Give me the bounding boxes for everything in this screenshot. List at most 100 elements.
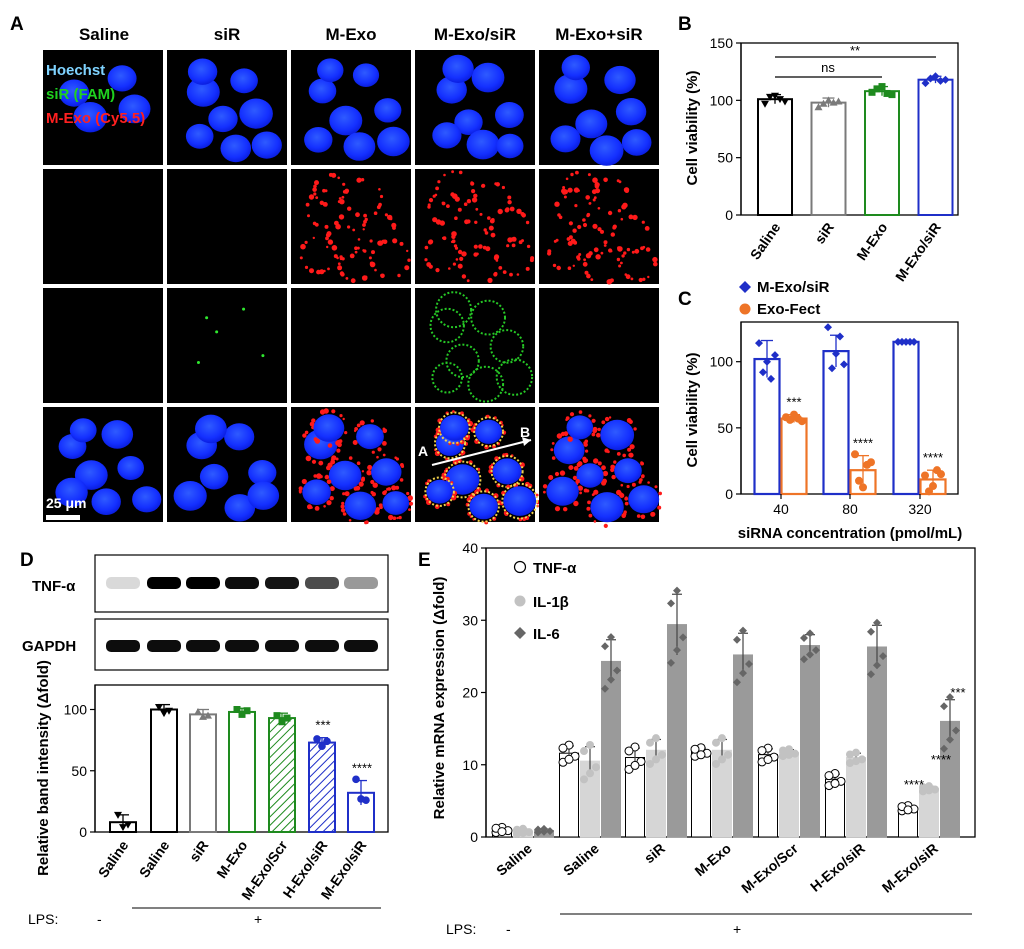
red-exosome-dot	[363, 213, 367, 218]
red-exosome-dot	[379, 194, 384, 199]
hoechst-nucleus	[442, 54, 474, 83]
red-exosome-dot	[389, 217, 393, 221]
chart-c-ytick-label: 100	[710, 354, 734, 370]
red-exosome-dot	[618, 180, 622, 184]
red-exosome-dot	[577, 461, 583, 467]
red-exosome-dot	[617, 209, 622, 213]
red-exosome-dot	[406, 249, 409, 253]
micro-tile-r4-c2	[167, 407, 287, 522]
red-exosome-dot	[400, 463, 404, 467]
col-header-sir: siR	[214, 25, 240, 44]
chart-e-point	[745, 660, 753, 669]
hoechst-nucleus	[495, 102, 524, 128]
chart-e-point	[592, 763, 600, 772]
red-exosome-dot	[475, 440, 479, 444]
chart-e-point	[718, 734, 726, 743]
hoechst-nucleus	[356, 424, 384, 450]
red-exosome-dot	[603, 177, 608, 183]
chart-b-xtick-label: M-Exo	[853, 220, 890, 264]
red-exosome-dot	[621, 254, 625, 258]
red-exosome-dot	[354, 246, 358, 250]
red-exosome-dot	[641, 474, 645, 479]
chart-b-point	[776, 96, 784, 104]
red-exosome-dot	[463, 202, 468, 206]
red-exosome-dot	[347, 225, 351, 229]
hoechst-nucleus	[118, 94, 151, 124]
green-sir-dot	[242, 307, 246, 311]
hoechst-nucleus	[247, 481, 280, 510]
red-exosome-dot	[309, 421, 315, 427]
legend-label-exo-fect: Exo-Fect	[757, 301, 820, 318]
panel-label-b: B	[678, 14, 692, 35]
chart-c-xtick-label: 320	[908, 501, 932, 517]
chart-e-point	[852, 757, 860, 766]
red-exosome-dot	[567, 266, 572, 271]
red-exosome-dot	[645, 247, 651, 252]
micro-tile-r1-c5	[539, 50, 659, 166]
chart-e-point	[586, 769, 594, 778]
red-exosome-dot	[636, 514, 641, 518]
green-sir-dot	[205, 316, 209, 320]
chart-d-bar	[308, 741, 336, 834]
red-exosome-dot	[604, 416, 610, 422]
red-exosome-dot	[623, 510, 627, 514]
chart-e-point	[724, 750, 732, 759]
red-exosome-dot	[354, 427, 358, 431]
red-exosome-dot	[382, 490, 387, 496]
micro-tile-r3-c2	[167, 288, 287, 403]
red-exosome-dot	[350, 278, 356, 284]
red-exosome-dot	[490, 232, 496, 238]
red-exosome-dot	[348, 456, 353, 460]
chart-e-point	[867, 670, 875, 679]
chart-e-point	[946, 693, 954, 702]
red-exosome-dot	[323, 505, 326, 508]
red-exosome-dot	[632, 214, 638, 221]
chart-e-point	[712, 759, 720, 768]
chart-e-point	[607, 675, 615, 684]
chart-b-ytick-label: 100	[710, 92, 734, 108]
hoechst-nucleus	[344, 491, 377, 520]
red-exosome-dot	[342, 492, 346, 496]
red-exosome-dot	[557, 435, 561, 438]
chart-e-point	[903, 805, 913, 815]
red-exosome-dot	[509, 272, 513, 277]
chart-e-point	[525, 828, 533, 837]
micro-tile-bg	[415, 288, 535, 403]
chart-b: Cell viability (%) 0 50 100 150 Saline siR M-E…	[684, 35, 959, 284]
blot-band-tnf	[147, 577, 181, 589]
hoechst-nucleus	[302, 479, 331, 506]
red-exosome-dot	[395, 485, 400, 490]
red-exosome-dot	[582, 261, 588, 267]
red-exosome-dot	[608, 248, 613, 253]
chart-c-point	[798, 417, 806, 426]
chart-b-ytick-label: 150	[710, 35, 734, 51]
green-sir-dot	[196, 361, 200, 365]
hoechst-nucleus	[224, 423, 255, 451]
red-exosome-dot	[372, 482, 378, 488]
chart-e-ylabel: Relative mRNA expression (Δfold)	[431, 577, 448, 820]
blot-bands	[106, 577, 378, 652]
chart-e-point	[800, 655, 808, 664]
red-exosome-dot	[338, 197, 342, 200]
hoechst-nucleus	[546, 476, 579, 506]
col-header-saline: Saline	[79, 25, 129, 44]
red-exosome-dot	[307, 214, 310, 218]
hoechst-nucleus	[615, 98, 647, 126]
red-exosome-dot	[573, 500, 579, 507]
red-exosome-dot	[592, 177, 598, 183]
chart-d-xtick-label: siR	[186, 838, 212, 865]
chart-e-point	[601, 642, 609, 651]
red-exosome-dot	[489, 218, 495, 224]
red-exosome-dot	[585, 195, 590, 200]
red-exosome-dot	[325, 236, 329, 241]
red-exosome-dot	[460, 411, 463, 415]
chart-c-ylabel: Cell viability (%)	[684, 352, 701, 467]
hoechst-nucleus	[575, 109, 608, 139]
red-exosome-dot	[348, 519, 352, 522]
red-exosome-dot	[627, 447, 632, 452]
red-exosome-dot	[362, 249, 365, 252]
green-sir-ring	[489, 329, 525, 364]
red-exosome-dot	[616, 452, 621, 456]
red-exosome-dot	[659, 492, 662, 495]
micro-tile-r2-c5	[539, 169, 659, 285]
